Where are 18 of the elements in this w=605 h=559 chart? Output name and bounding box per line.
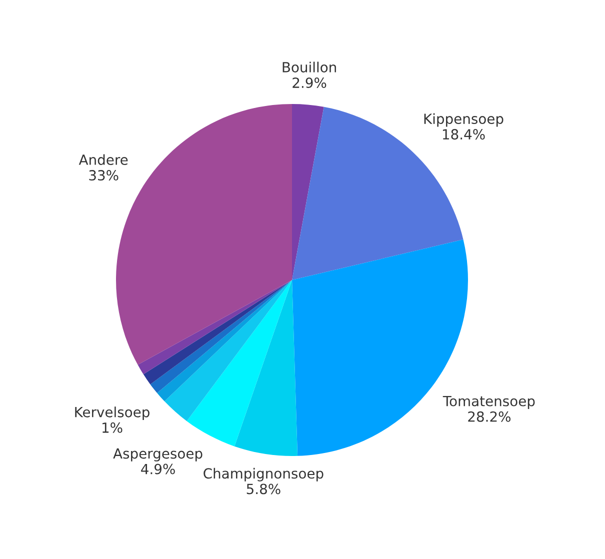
data-label: 4.9%: [141, 464, 175, 474]
slice-label: Kippensoep: [424, 113, 504, 127]
data-label: 1%: [102, 422, 122, 433]
pie-slice: [292, 104, 324, 280]
slice-label: Aspergesoep: [113, 448, 202, 462]
slice-label: Andere: [78, 154, 128, 165]
data-label: 28.2%: [468, 411, 510, 422]
data-label: 33%: [89, 170, 118, 181]
data-label: 18.4%: [442, 129, 485, 140]
slice-label: Tomatensoep: [442, 396, 535, 409]
slice-label: Kervelsoep: [75, 406, 150, 420]
slice-label: Champignonsoep: [204, 468, 324, 482]
pie-slice: [234, 280, 298, 456]
data-label: 2.9%: [292, 78, 326, 88]
pie-slice: [186, 280, 292, 446]
pie-slice: [164, 280, 292, 422]
slice-label: Bouillon: [282, 62, 336, 72]
data-label: 5.8%: [246, 484, 280, 494]
